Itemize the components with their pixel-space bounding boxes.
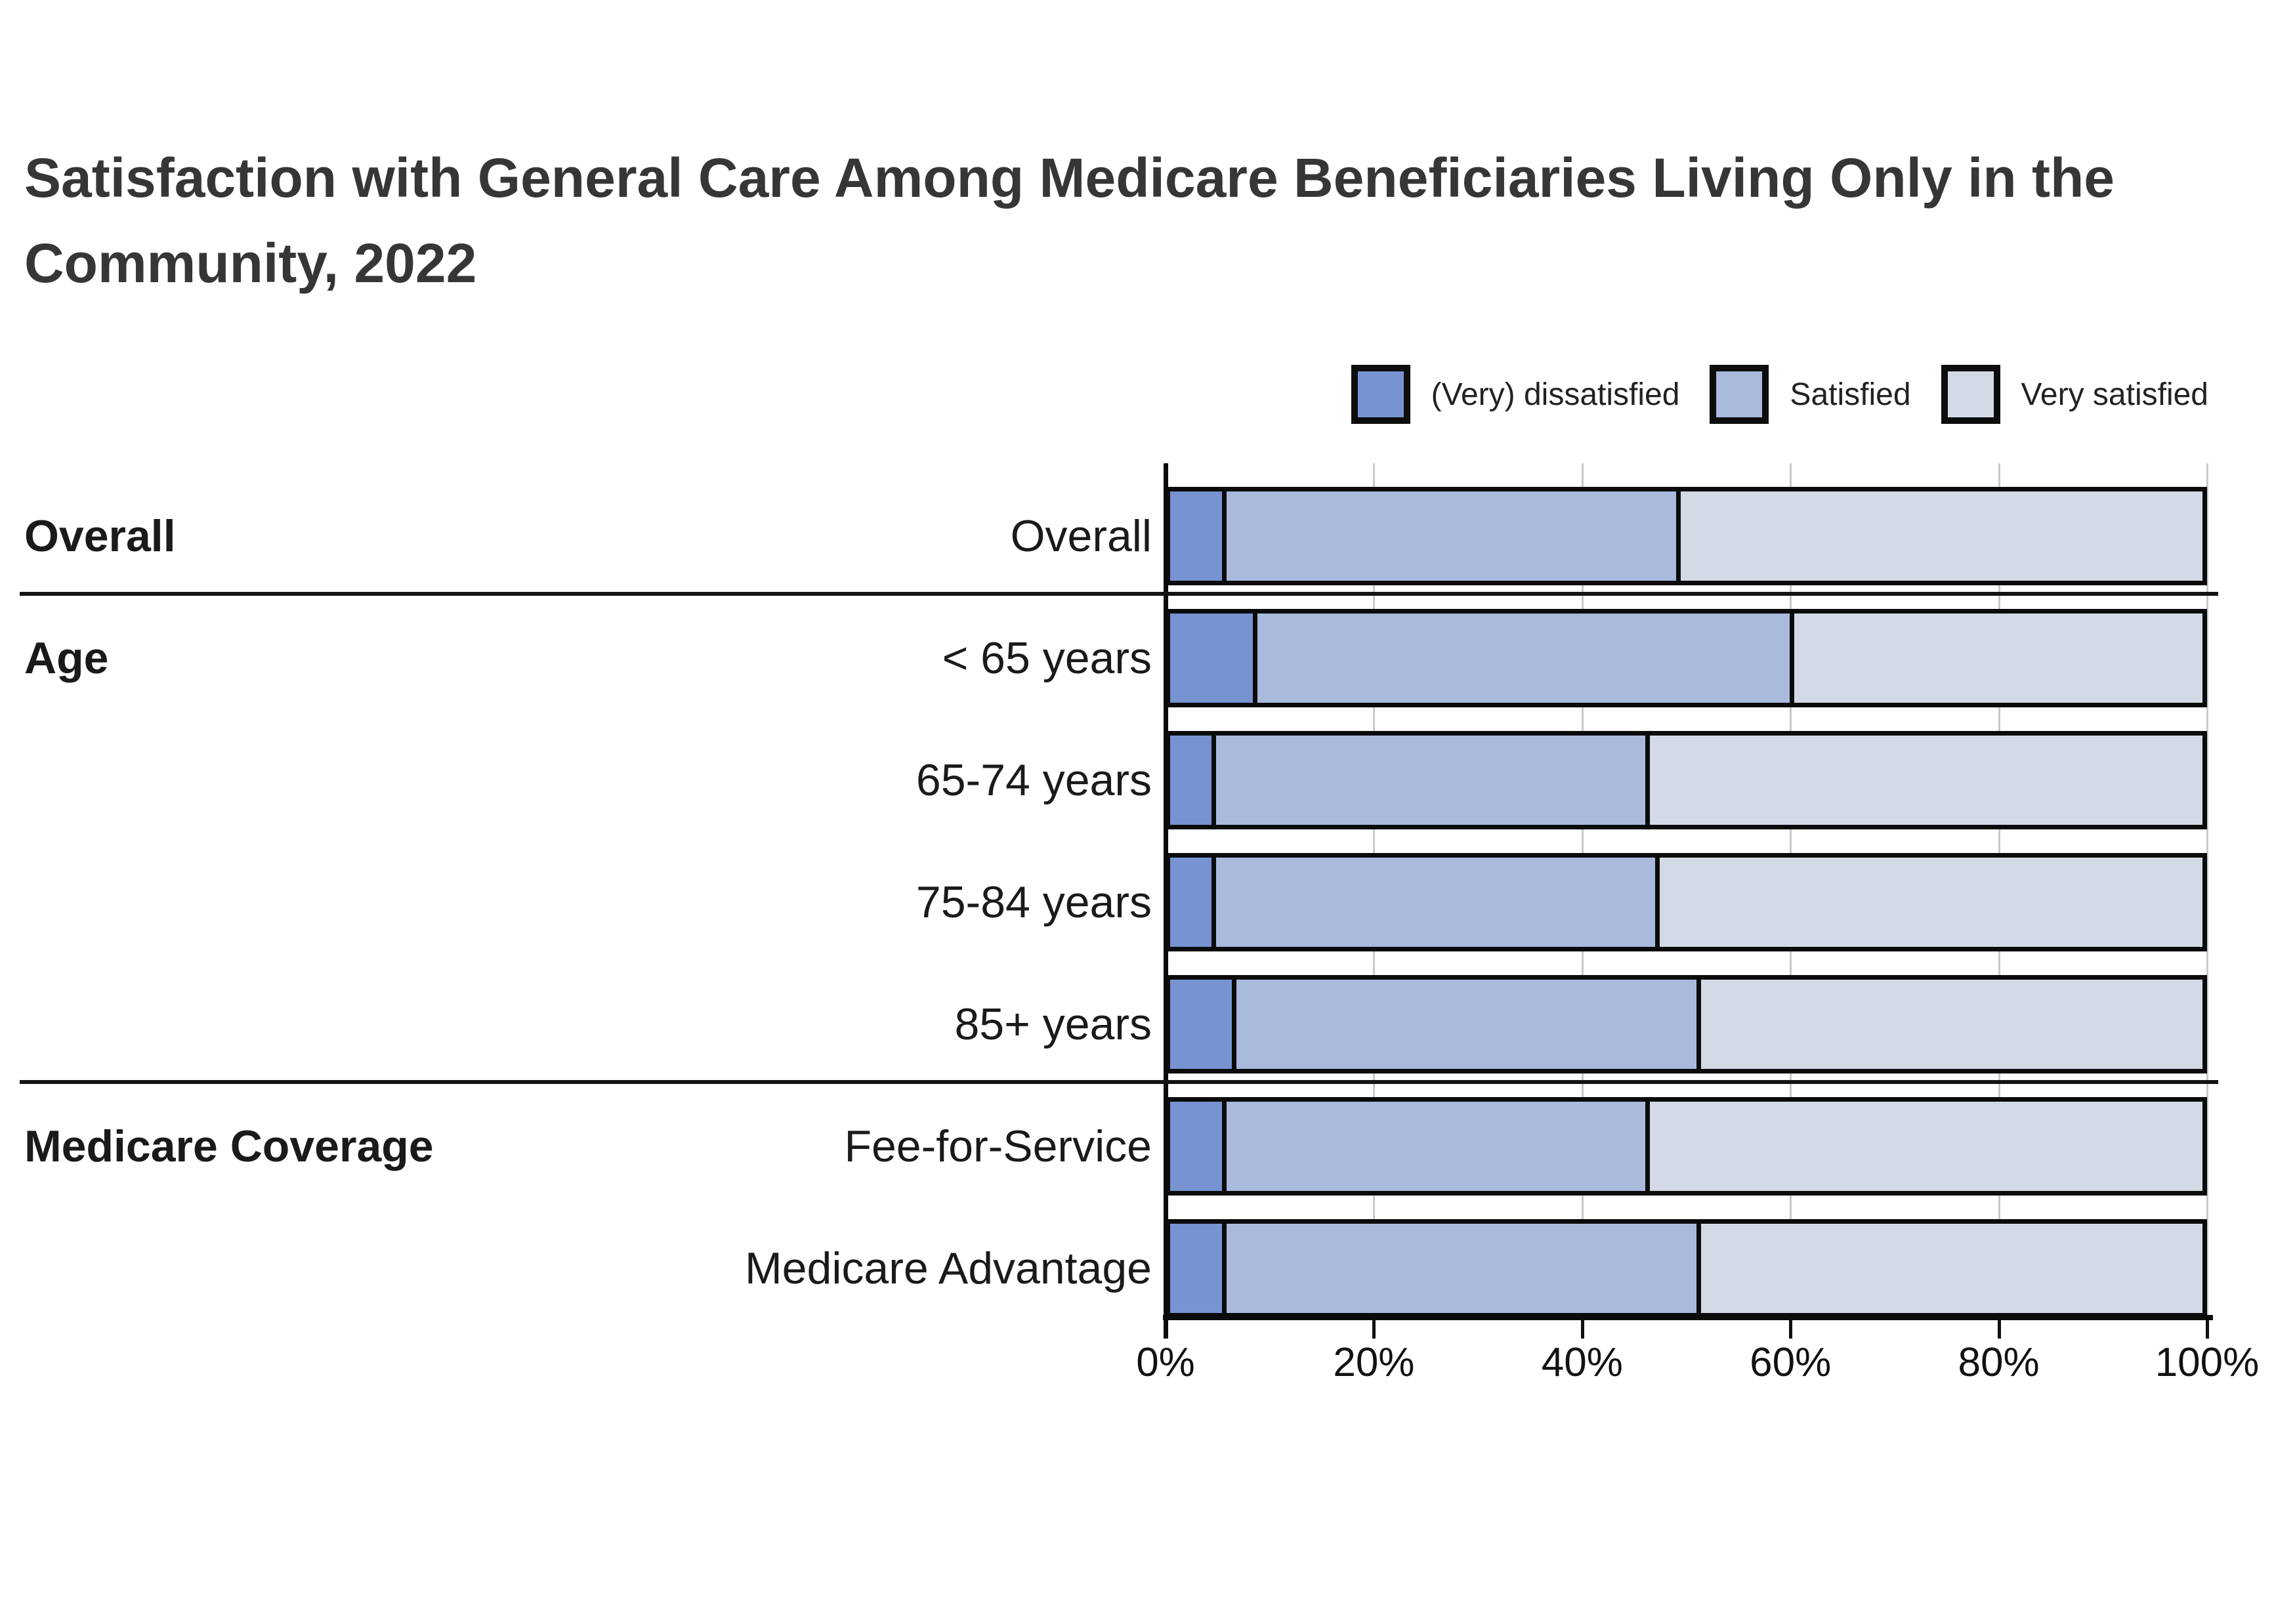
- legend-swatch-icon: [1351, 365, 1410, 424]
- bar-row: 75-84 years: [0, 853, 2274, 951]
- segment-very-satisfied: [1789, 614, 2202, 703]
- segment-very-satisfied: [1696, 1224, 2202, 1313]
- stacked-bar: [1166, 609, 2207, 707]
- chart-title-line2: Community, 2022: [24, 232, 477, 294]
- x-tick-label: 40%: [1541, 1340, 1623, 1385]
- row-label: 75-84 years: [916, 877, 1152, 927]
- bar-row: Medicare Advantage: [0, 1219, 2274, 1318]
- tick-mark: [1997, 1320, 2001, 1339]
- x-axis-line: [1163, 1315, 2213, 1320]
- chart-title: Satisfaction with General Care Among Med…: [24, 135, 2256, 306]
- legend-item: Very satisfied: [1941, 365, 2208, 424]
- legend-item: (Very) dissatisfied: [1351, 365, 1680, 424]
- segment-satisfied: [1221, 1224, 1697, 1313]
- tick-mark: [1789, 1320, 1793, 1339]
- row-label: 65-74 years: [916, 755, 1152, 805]
- row-label: 85+ years: [954, 999, 1152, 1049]
- bar-row: 85+ years: [0, 975, 2274, 1073]
- segment-very-satisfied: [1675, 491, 2202, 581]
- tick-mark: [1580, 1320, 1584, 1339]
- segment-very-satisfied: [1655, 858, 2202, 947]
- x-tick-label: 20%: [1333, 1340, 1415, 1385]
- segment-satisfied: [1211, 858, 1656, 947]
- bar-row: 65-74 years: [0, 731, 2274, 829]
- row-label: Fee-for-Service: [844, 1121, 1152, 1171]
- segment-satisfied: [1211, 736, 1645, 825]
- stacked-bar: [1166, 487, 2207, 585]
- segment-very-dissatisfied: [1170, 980, 1232, 1069]
- group-separator: [20, 592, 2218, 596]
- group-label-medicare-coverage: Medicare Coverage: [24, 1121, 434, 1171]
- segment-very-satisfied: [1645, 1102, 2202, 1191]
- segment-satisfied: [1232, 980, 1697, 1069]
- legend-item-label: Satisfied: [1790, 377, 1911, 412]
- segment-very-satisfied: [1696, 980, 2202, 1069]
- segment-very-dissatisfied: [1170, 1224, 1222, 1313]
- segment-very-dissatisfied: [1170, 614, 1253, 703]
- bar-row: < 65 years: [0, 609, 2274, 707]
- tick-mark: [2206, 1320, 2209, 1339]
- segment-very-dissatisfied: [1170, 491, 1222, 581]
- stacked-bar: [1166, 1097, 2207, 1196]
- bar-row: Fee-for-Service: [0, 1097, 2274, 1196]
- segment-satisfied: [1252, 614, 1790, 703]
- tick-mark: [1372, 1320, 1376, 1339]
- legend-swatch-icon: [1941, 365, 2000, 424]
- segment-satisfied: [1221, 1102, 1645, 1191]
- stacked-bar: [1166, 975, 2207, 1073]
- stacked-bar: [1166, 853, 2207, 951]
- row-label: Overall: [1010, 511, 1152, 561]
- bar-row: Overall: [0, 487, 2274, 585]
- x-tick-label: 0%: [1136, 1340, 1195, 1385]
- group-separator: [20, 1080, 2218, 1084]
- legend-item-label: (Very) dissatisfied: [1431, 377, 1680, 412]
- group-label-age: Age: [24, 633, 109, 683]
- legend-item: Satisfied: [1710, 365, 1911, 424]
- legend-swatch-icon: [1710, 365, 1769, 424]
- segment-satisfied: [1221, 491, 1676, 581]
- x-tick-label: 60%: [1750, 1340, 1832, 1385]
- segment-very-dissatisfied: [1170, 1102, 1222, 1191]
- row-label: < 65 years: [942, 633, 1152, 683]
- segment-very-dissatisfied: [1170, 736, 1211, 825]
- x-tick-label: 80%: [1958, 1340, 2040, 1385]
- legend-item-label: Very satisfied: [2021, 377, 2208, 412]
- stacked-bar: [1166, 1219, 2207, 1318]
- segment-very-satisfied: [1645, 736, 2202, 825]
- stacked-bar: [1166, 731, 2207, 829]
- legend: (Very) dissatisfied Satisfied Very satis…: [1351, 363, 2208, 426]
- group-label-overall: Overall: [24, 511, 176, 561]
- x-tick-label: 100%: [2155, 1340, 2260, 1385]
- row-label: Medicare Advantage: [745, 1243, 1152, 1293]
- gridline: [2206, 463, 2208, 1320]
- chart-title-line1: Satisfaction with General Care Among Med…: [24, 147, 2115, 209]
- segment-very-dissatisfied: [1170, 858, 1211, 947]
